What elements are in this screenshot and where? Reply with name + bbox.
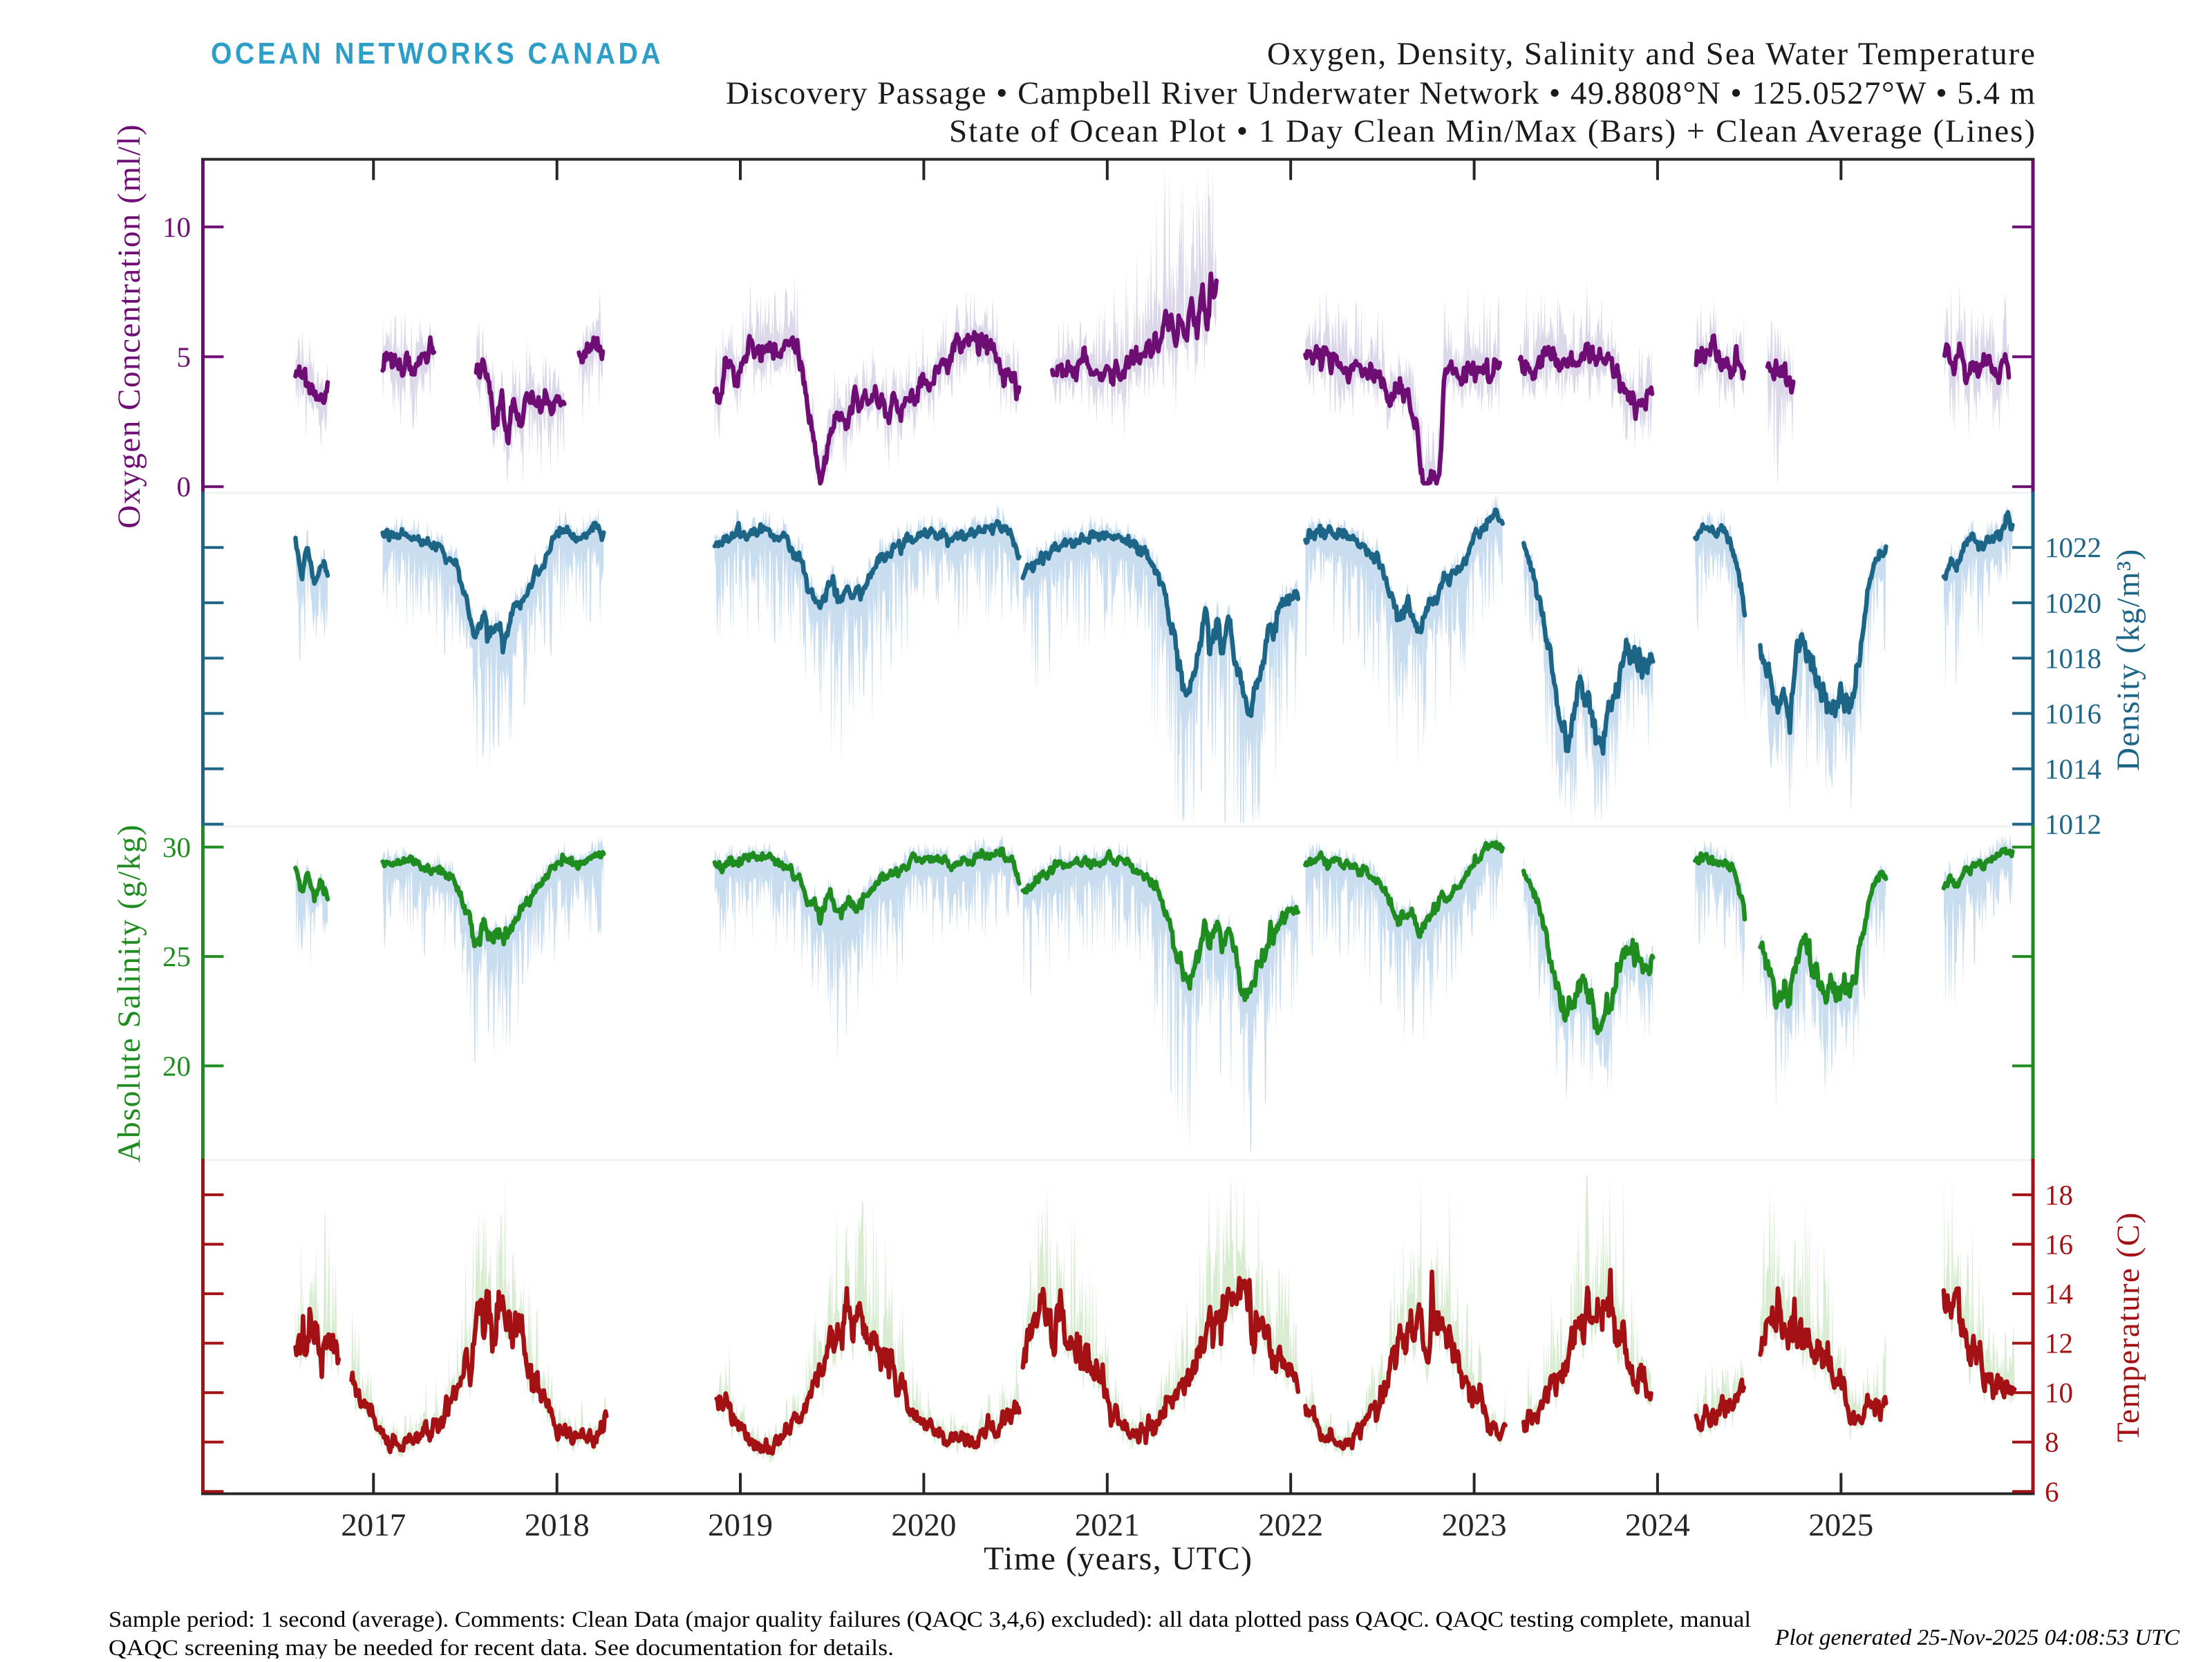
- svg-text:30: 30: [162, 831, 191, 863]
- svg-text:Plot generated 25-Nov-2025 04:: Plot generated 25-Nov-2025 04:08:53 UTC: [1774, 1625, 2180, 1650]
- svg-text:Sample period: 1 second (avera: Sample period: 1 second (average). Comme…: [109, 1607, 1751, 1632]
- svg-text:Temperature (C): Temperature (C): [2110, 1211, 2146, 1442]
- svg-text:14: 14: [2045, 1278, 2073, 1310]
- svg-text:10: 10: [162, 211, 191, 243]
- svg-text:18: 18: [2045, 1179, 2073, 1211]
- svg-text:Density (kg/m³): Density (kg/m³): [2110, 548, 2146, 771]
- svg-text:20: 20: [162, 1050, 191, 1082]
- svg-text:2019: 2019: [708, 1507, 773, 1543]
- svg-text:16: 16: [2045, 1229, 2073, 1260]
- svg-text:5: 5: [177, 341, 191, 372]
- svg-text:OCEAN NETWORKS CANADA: OCEAN NETWORKS CANADA: [211, 37, 664, 70]
- svg-text:1018: 1018: [2045, 642, 2101, 674]
- svg-text:State of Ocean Plot • 1 Day Cl: State of Ocean Plot • 1 Day Clean Min/Ma…: [949, 113, 2035, 149]
- svg-text:2022: 2022: [1258, 1507, 1323, 1543]
- svg-text:1012: 1012: [2045, 809, 2101, 840]
- svg-text:2025: 2025: [1808, 1507, 1873, 1543]
- svg-text:1014: 1014: [2045, 753, 2101, 785]
- svg-text:2018: 2018: [525, 1507, 590, 1543]
- svg-text:Absolute Salinity (g/kg): Absolute Salinity (g/kg): [111, 824, 147, 1162]
- svg-text:Discovery Passage • Campbell R: Discovery Passage • Campbell River Under…: [726, 75, 2035, 111]
- svg-text:Oxygen Concentration (ml/l): Oxygen Concentration (ml/l): [111, 124, 147, 529]
- svg-text:2024: 2024: [1625, 1507, 1690, 1543]
- svg-text:12: 12: [2045, 1328, 2073, 1359]
- svg-text:2021: 2021: [1075, 1507, 1140, 1543]
- svg-text:8: 8: [2045, 1426, 2059, 1458]
- svg-text:2017: 2017: [341, 1507, 406, 1543]
- svg-text:6: 6: [2045, 1475, 2059, 1507]
- svg-text:0: 0: [177, 471, 191, 502]
- svg-text:10: 10: [2045, 1377, 2073, 1408]
- svg-text:25: 25: [162, 941, 191, 972]
- svg-text:2023: 2023: [1442, 1507, 1507, 1543]
- svg-text:Time (years, UTC): Time (years, UTC): [984, 1540, 1252, 1577]
- svg-text:2020: 2020: [891, 1507, 956, 1543]
- svg-text:Oxygen, Density, Salinity and: Oxygen, Density, Salinity and Sea Water …: [1267, 36, 2035, 72]
- svg-text:QAQC screening may be needed f: QAQC screening may be needed for recent …: [109, 1636, 894, 1659]
- svg-text:1016: 1016: [2045, 697, 2101, 729]
- svg-text:1020: 1020: [2045, 587, 2101, 618]
- svg-text:1022: 1022: [2045, 531, 2101, 563]
